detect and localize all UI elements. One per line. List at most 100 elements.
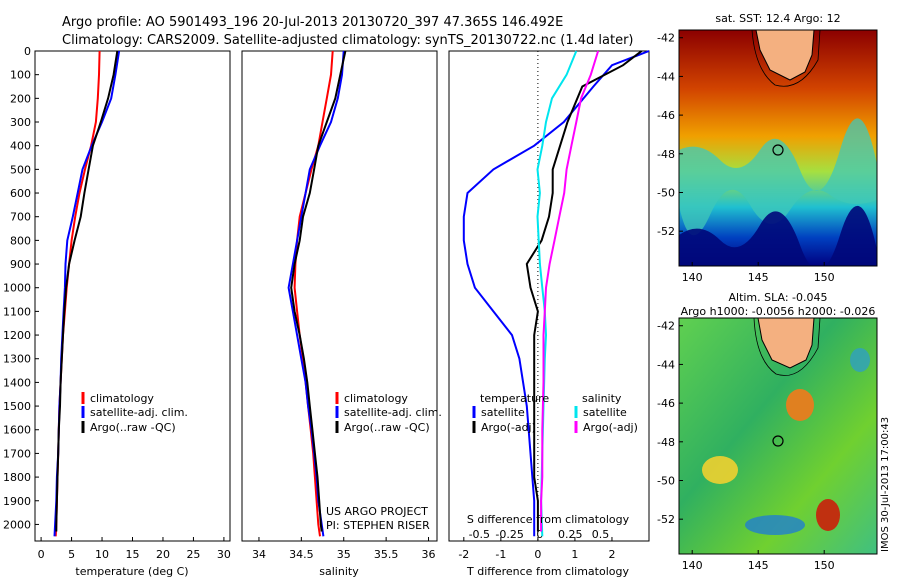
legend-argo: Argo(..raw -QC) [344, 421, 430, 434]
argo-float-marker [772, 144, 784, 156]
x-tick-label: 140 [682, 271, 703, 284]
x-tick-label: 10 [95, 548, 109, 561]
y-tick-label: 1700 [3, 447, 31, 460]
y-tick-label: 500 [10, 163, 31, 176]
y-tick-label: 900 [10, 258, 31, 271]
x-tick-label: 5 [68, 548, 75, 561]
sst-map-ticks: 140 145 150 -42 -44 -46 -48 -50 -52 [657, 32, 835, 284]
legend-s-satellite: satellite [583, 406, 627, 419]
difference-axes [448, 50, 650, 542]
imos-timestamp: IMOS 30-Jul-2013 17:00:43 [880, 416, 891, 552]
series-line [540, 50, 600, 532]
y-tick-label: 600 [10, 187, 31, 200]
s-tick-label: -0.25 [495, 528, 523, 541]
legend-t-satellite: satellite [481, 406, 525, 419]
y-tick-label: 1000 [3, 282, 31, 295]
argo-float-marker [772, 435, 784, 447]
sla-map-title-line1: Altim. SLA: -0.045 [728, 291, 827, 304]
x-tick-label: 0 [534, 548, 541, 561]
series-line [55, 50, 119, 532]
difference-xlabel-top: S difference from climatology [467, 513, 630, 526]
salinity-xlabel: salinity [319, 565, 359, 578]
x-tick-label: 20 [156, 548, 170, 561]
difference-plot: -2 -1 0 1 2 -0.5 -0.25 0 0.25 0.5 [458, 50, 650, 561]
y-tick-label: 400 [10, 140, 31, 153]
x-tick-label: 36 [422, 548, 436, 561]
legend-argo: Argo(..raw -QC) [90, 421, 176, 434]
x-tick-label: 145 [748, 559, 769, 572]
y-tick-label: -46 [657, 397, 675, 410]
x-tick-label: 140 [682, 559, 703, 572]
tasmania-landmass [755, 30, 815, 81]
x-tick-label: 1 [571, 548, 578, 561]
x-tick-label: 30 [217, 548, 231, 561]
sst-map-frame [678, 29, 878, 267]
y-tick-label: -52 [657, 225, 675, 238]
series-line [525, 50, 643, 532]
s-tick-label: 0 [536, 528, 543, 541]
legend-satellite: satellite-adj. clim. [344, 406, 442, 419]
legend-satellite: satellite-adj. clim. [90, 406, 188, 419]
salinity-legend: climatology satellite-adj. clim. Argo(..… [335, 392, 442, 434]
y-tick-label: -48 [657, 148, 675, 161]
sla-map-ticks: 140 145 150 -42 -44 -46 -48 -50 -52 [657, 320, 835, 572]
s-tick-label: 0.5 [592, 528, 610, 541]
sla-map [679, 318, 877, 554]
sla-map-title-line2: Argo h1000: -0.0056 h2000: -0.026 [681, 305, 876, 318]
y-tick-label: 300 [10, 116, 31, 129]
header-line2: Climatology: CARS2009. Satellite-adjuste… [62, 33, 634, 48]
sla-map-frame [678, 317, 878, 555]
series-line [462, 50, 650, 537]
temperature-legend: climatology satellite-adj. clim. Argo(..… [81, 392, 188, 434]
x-tick-label: 34 [252, 548, 266, 561]
sst-map [679, 30, 877, 266]
credit-line1: US ARGO PROJECT [326, 505, 428, 518]
y-tick-label: -42 [657, 320, 675, 333]
s-tick-label: -0.5 [469, 528, 490, 541]
x-tick-label: 0 [38, 548, 45, 561]
y-tick-label: 200 [10, 92, 31, 105]
y-tick-label: -42 [657, 32, 675, 45]
y-tick-label: 2000 [3, 518, 31, 531]
difference-xlabel: T difference from climatology [466, 565, 629, 578]
legend-salinity-title: salinity [582, 392, 622, 405]
y-tick-label: -48 [657, 436, 675, 449]
y-tick-label: 0 [24, 45, 31, 58]
y-tick-label: 1800 [3, 471, 31, 484]
y-tick-label: 800 [10, 234, 31, 247]
s-tick-label: 0.25 [558, 528, 583, 541]
y-tick-label: -50 [657, 186, 675, 199]
x-tick-label: 15 [126, 548, 140, 561]
temperature-xlabel: temperature (deg C) [75, 565, 188, 578]
y-tick-label: 1300 [3, 353, 31, 366]
y-tick-label: -52 [657, 513, 675, 526]
y-tick-label: 1400 [3, 376, 31, 389]
x-tick-label: -2 [458, 548, 469, 561]
x-tick-label: 2 [608, 548, 615, 561]
x-tick-label: 150 [814, 271, 835, 284]
x-tick-label: 34.5 [289, 548, 314, 561]
legend-climatology: climatology [90, 392, 154, 405]
y-tick-label: -46 [657, 109, 675, 122]
temperature-plot: 0100200300400500600700800900100011001200… [3, 45, 231, 561]
salinity-axes [241, 50, 438, 542]
legend-climatology: climatology [344, 392, 408, 405]
y-tick-label: 1100 [3, 305, 31, 318]
credit-line2: PI: STEPHEN RISER [326, 519, 430, 532]
y-tick-label: -44 [657, 70, 675, 83]
x-tick-label: -1 [495, 548, 506, 561]
series-line [290, 50, 347, 532]
y-tick-label: 1600 [3, 424, 31, 437]
series-line [536, 50, 578, 537]
tasmania-landmass [757, 318, 815, 369]
header-line1: Argo profile: AO 5901493_196 20-Jul-2013… [62, 15, 563, 30]
y-tick-label: -44 [657, 358, 675, 371]
x-tick-label: 145 [748, 271, 769, 284]
legend-t-argo: Argo(-adj) [481, 421, 536, 434]
salinity-plot: 34 34.5 35 35.5 36 [252, 50, 436, 561]
y-tick-label: 1900 [3, 495, 31, 508]
x-tick-label: 150 [814, 559, 835, 572]
y-tick-label: 1500 [3, 400, 31, 413]
y-tick-label: 100 [10, 69, 31, 82]
